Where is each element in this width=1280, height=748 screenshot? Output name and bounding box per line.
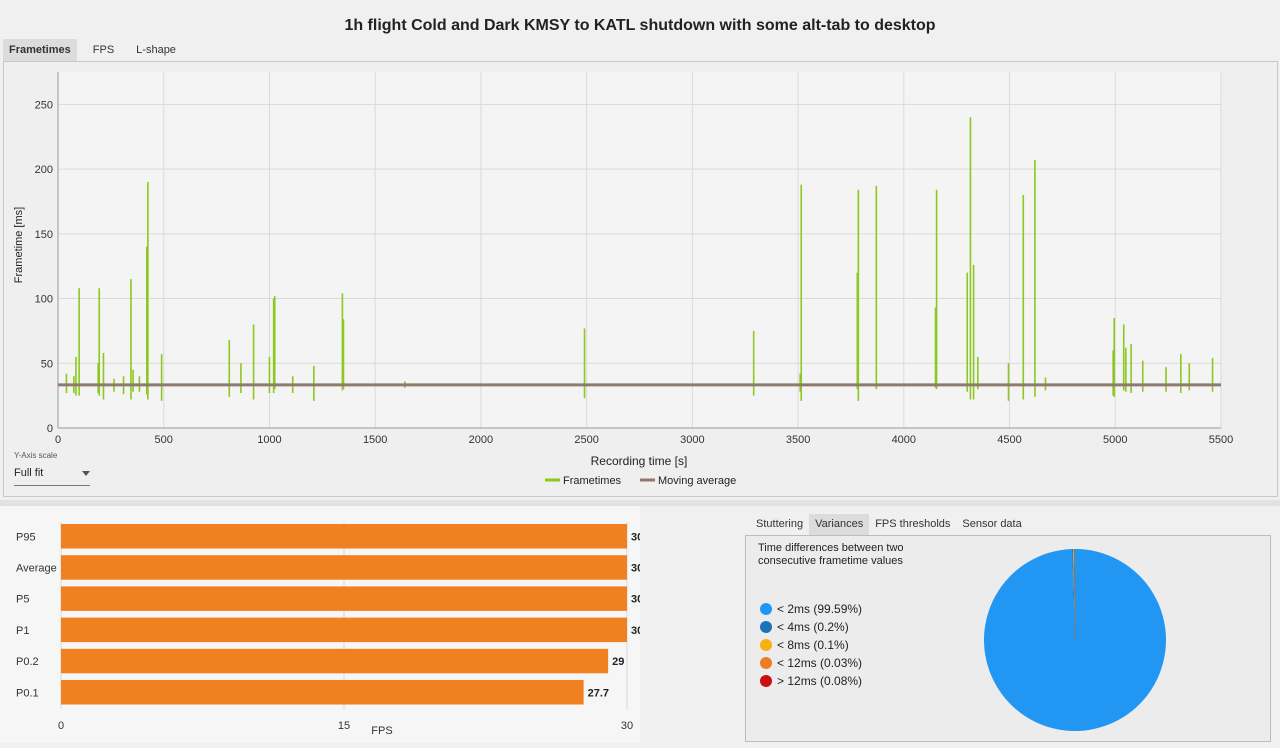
- x-axis-label: Recording time [s]: [591, 454, 688, 468]
- y-tick-label: 150: [35, 229, 53, 241]
- tab-fps-thresholds[interactable]: FPS thresholds: [875, 518, 951, 530]
- legend-item-label: < 12ms (0.03%): [777, 656, 863, 670]
- chevron-down-icon: [82, 471, 90, 476]
- legend-dot: [760, 639, 772, 651]
- bar: [61, 617, 627, 643]
- bar-value-label: 30: [631, 594, 640, 606]
- legend-item: > 12ms (0.08%): [760, 672, 862, 690]
- bar: [61, 555, 627, 580]
- legend-dot: [760, 603, 772, 615]
- x-tick-label: 0: [55, 434, 61, 446]
- tab-frametimes[interactable]: Frametimes: [3, 39, 77, 61]
- legend-frametimes-label: Frametimes: [563, 475, 622, 487]
- fps-bar-chart-panel: 0 15 30 P95 30 Average 30 P5 30 P1 30 P0.2 29 P0.1 27.…: [0, 506, 643, 743]
- variances-legend: < 2ms (99.59%) < 4ms (0.2%) < 8ms (0.1%)…: [760, 600, 862, 690]
- legend-item-label: < 4ms (0.2%): [777, 620, 849, 634]
- bar-value-label: 30: [631, 562, 640, 574]
- pie-slice-separator: [1073, 548, 1076, 641]
- legend: Frametimes Moving average: [545, 475, 736, 487]
- variances-description: Time differences between two consecutive…: [758, 542, 904, 567]
- x-tick-label: 4000: [892, 434, 916, 446]
- x-tick-label: 1000: [257, 434, 281, 446]
- frametime-axis-ticks: 0 500 1000 1500 2000 2500 3000 3500 4000 4500 5000…: [35, 99, 1234, 446]
- bar-category-label: Average: [16, 562, 57, 574]
- x-tick-label: 5500: [1209, 434, 1233, 446]
- x-tick-label: 500: [155, 434, 173, 446]
- x-tick-label: 2000: [469, 434, 493, 446]
- legend-item: < 4ms (0.2%): [760, 618, 862, 636]
- bar-value-label: 30: [631, 531, 640, 543]
- legend-item-label: > 12ms (0.08%): [777, 674, 863, 688]
- chart-tabs: Frametimes FPS L-shape: [3, 39, 192, 61]
- fps-bar-chart: 0 15 30 P95 30 Average 30 P5 30 P1 30 P0.2 29 P0.1 27.…: [16, 522, 643, 737]
- bar-x-tick-label: 15: [338, 720, 350, 732]
- legend-dot: [760, 675, 772, 687]
- x-tick-label: 3500: [786, 434, 810, 446]
- y-axis-scale-select[interactable]: Full fit: [14, 464, 90, 486]
- bar-series: [61, 524, 627, 705]
- bar-category-label: P0.2: [16, 656, 39, 668]
- frametime-chart: 0 500 1000 1500 2000 2500 3000 3500 4000 4500 5000…: [13, 72, 1234, 487]
- legend-item: < 12ms (0.03%): [760, 654, 862, 672]
- frametime-grid: [57, 72, 1222, 429]
- plot-area: [58, 72, 1221, 428]
- y-tick-label: 0: [47, 423, 53, 435]
- y-axis-label: Frametime [ms]: [13, 207, 25, 283]
- y-tick-label: 250: [35, 99, 53, 111]
- bar-x-tick-label: 30: [621, 720, 633, 732]
- y-tick-label: 100: [35, 294, 53, 306]
- analysis-tabs: Stuttering Variances FPS thresholds Sens…: [750, 514, 1028, 535]
- bar-x-tick-label: 0: [58, 720, 64, 732]
- y-tick-label: 50: [41, 358, 53, 370]
- bar-value-label: 27.7: [588, 687, 609, 699]
- legend-item-label: < 2ms (99.59%): [777, 602, 863, 616]
- bar: [61, 586, 627, 611]
- bar: [61, 648, 609, 674]
- bar: [61, 524, 627, 549]
- legend-dot: [760, 657, 772, 669]
- bar-category-label: P0.1: [16, 687, 39, 699]
- bar-x-axis-label: FPS: [371, 725, 392, 737]
- legend-item-label: < 8ms (0.1%): [777, 638, 849, 652]
- section-divider: [0, 500, 1280, 506]
- y-axis-scale-value: Full fit: [14, 467, 44, 479]
- y-axis-scale-label: Y-Axis scale: [14, 451, 58, 460]
- legend-item: < 8ms (0.1%): [760, 636, 862, 654]
- tab-fps[interactable]: FPS: [92, 44, 115, 56]
- y-tick-label: 200: [35, 164, 53, 176]
- tab-l-shape[interactable]: L-shape: [136, 44, 176, 56]
- x-tick-label: 3000: [680, 434, 704, 446]
- pie-slice: [1071, 549, 1075, 640]
- tab-stuttering[interactable]: Stuttering: [756, 518, 804, 530]
- bar-category-label: P1: [16, 625, 29, 637]
- bar-value-label: 30: [631, 625, 640, 637]
- legend-moving-average-label: Moving average: [658, 475, 736, 487]
- variances-pie-chart: [984, 548, 1166, 731]
- bar-category-label: P95: [16, 531, 36, 543]
- bar-grid: [60, 522, 628, 710]
- bar-category-label: P5: [16, 594, 29, 606]
- variances-panel: Time differences between two consecutive…: [745, 535, 1271, 742]
- tab-variances[interactable]: Variances: [809, 514, 870, 535]
- x-tick-label: 4500: [997, 434, 1021, 446]
- legend-item: < 2ms (99.59%): [760, 600, 862, 618]
- bar: [61, 680, 584, 705]
- bar-value-label: 29: [612, 656, 624, 668]
- legend-dot: [760, 621, 772, 633]
- x-tick-label: 2500: [574, 434, 598, 446]
- chart-title: 1h flight Cold and Dark KMSY to KATL shu…: [344, 17, 936, 34]
- x-tick-label: 1500: [363, 434, 387, 446]
- tab-sensor-data[interactable]: Sensor data: [962, 518, 1022, 530]
- x-tick-label: 5000: [1103, 434, 1127, 446]
